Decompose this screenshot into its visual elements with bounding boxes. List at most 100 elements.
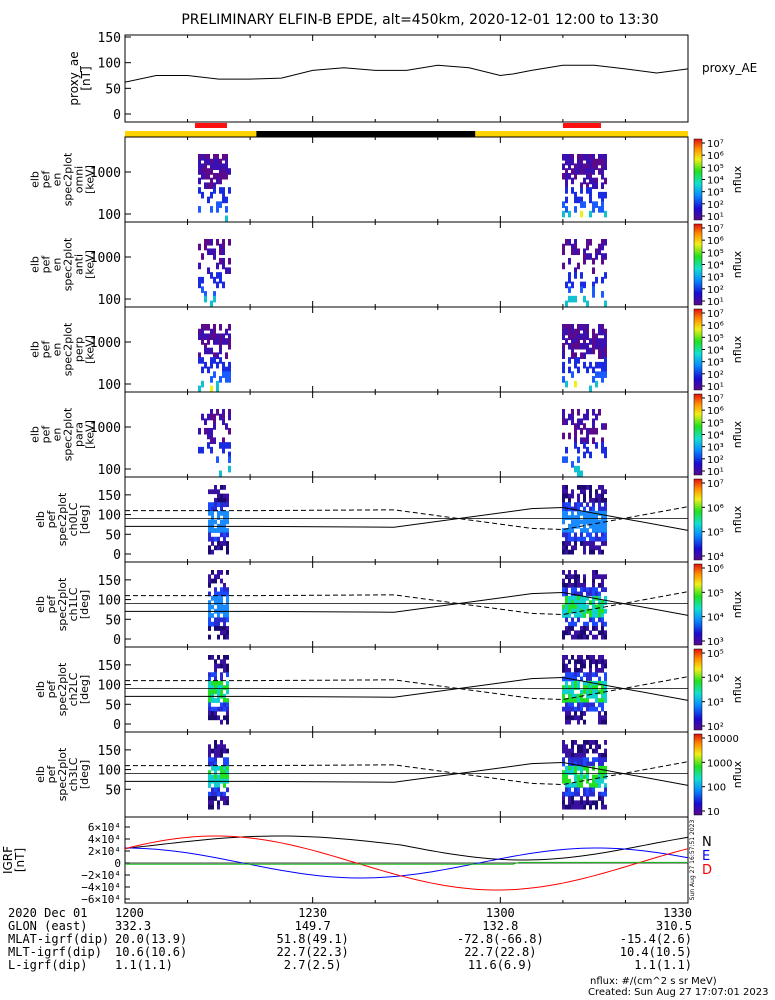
pitch-panel-1-burst-b-cell [583, 519, 586, 525]
pitch-panel-3-burst-b-cell [571, 685, 574, 690]
spec-panel-3-burst-b-cell [565, 338, 568, 345]
spec-panel-3-burst-a-cell [219, 324, 222, 331]
pitch-panel-2-burst-a-cell [226, 604, 229, 610]
pitch-panel-2-burst-b-cell [568, 630, 571, 636]
pitch-panel-4-burst-b-cell [598, 783, 601, 788]
pitch-panel-1-burst-b-cell [562, 489, 565, 495]
pitch-panel-3-burst-a-cell [220, 719, 223, 725]
pitch-panel-4-burst-b-cell [577, 791, 580, 797]
science-zone-marker [195, 123, 227, 128]
spec-panel-3-burst-b-cell [586, 342, 589, 350]
pitch-panel-1-burst-a-cell [226, 493, 229, 499]
spec-panel-2-burst-b-cell [601, 276, 604, 284]
igrf-ytick-label: −2×10⁴ [81, 869, 121, 882]
pitch-panel-1-burst-b-cell [595, 536, 598, 542]
spec-panel-2-burst-b-cell [568, 295, 571, 303]
spec-panel-3-burst-b-cell [604, 338, 607, 345]
pitch-panel-4-burst-b-cell [571, 783, 574, 788]
pitch-panel-1-burst-b-cell [583, 506, 586, 512]
pitch-panel-3-burst-b-cell [565, 711, 568, 716]
pitch-panel-4-burst-b-cell [589, 787, 592, 793]
spec-panel-1-burst-b-cell [580, 187, 583, 194]
spec-panel-2-burst-a-cell [228, 239, 231, 246]
spec-panel-4-burst-b-cell [565, 418, 568, 426]
pitch-panel-3-burst-a-cell [220, 706, 223, 712]
spec-panel-1-burst-a-cell [201, 163, 204, 171]
spec-panel-1-burst-b-cell [583, 201, 586, 208]
spec-panel-3-burst-b-cell [577, 342, 580, 350]
spec-panel-1-burst-b-cell [562, 172, 565, 180]
pitch-panel-2-burst-a-cell [223, 587, 226, 593]
spec-panel-3-burst-a-cell [228, 376, 231, 383]
pitch-panel-2-burst-b-cell [601, 604, 604, 610]
pitch-panel-4-burst-a-cell [211, 804, 214, 810]
pitch-panel-1-burst-b-cell [583, 485, 586, 490]
pitch-panel-4-burst-b-cell [574, 761, 577, 767]
spec-panel-1-burst-b-cell [583, 154, 586, 161]
pitch-panel-4-burst-b-cell [592, 791, 595, 797]
spec-panel-2-burst-b-cell [562, 262, 565, 270]
igrf-side-note-text: Sun Aug 27 16:57:51 2023 [689, 820, 696, 901]
spec-panel-2-burst-b-cell [601, 243, 604, 251]
pitch-panel-1-colorbar-zlabel-text: nflux [731, 505, 744, 533]
spec-panel-2-burst-b-cell [604, 300, 607, 308]
proxy-ae-legend: proxy_AE [702, 61, 757, 75]
pitch-panel-3-burst-a-cell [223, 655, 226, 660]
spec-panel-4-burst-b-cell [568, 432, 571, 440]
pitch-panel-1-burst-a-cell [208, 510, 211, 516]
proxy-ae-ytick-label: 100 [98, 57, 121, 72]
spec-panel-2-burst-a-cell [225, 267, 228, 274]
spec-panel-3-burst-b-cell [598, 328, 601, 336]
spec-panel-3-burst-a-cell [219, 347, 222, 355]
pitch-panel-1-burst-b-cell [592, 519, 595, 525]
pitch-panel-3-burst-b-cell [595, 693, 598, 699]
pitch-panel-1-burst-b-cell [604, 506, 607, 512]
pitch-panel-1-loss-cone-line [125, 506, 689, 531]
pitch-panel-3-burst-b-cell [580, 676, 583, 682]
spec-panel-1-colorbar-tick-label: 10⁷ [707, 139, 724, 150]
pitch-panel-4-burst-b-cell [601, 804, 604, 810]
pitch-panel-2-burst-a-cell [226, 587, 229, 593]
pitch-panel-2-burst-b-cell [601, 574, 604, 580]
spec-panel-1-burst-b-cell [592, 206, 595, 213]
pitch-panel-2-burst-a-cell [223, 604, 226, 610]
spec-panel-2-colorbar-zlabel-text: nflux [731, 250, 744, 278]
pitch-panel-4-burst-b-cell [562, 791, 565, 797]
pitch-panel-2-burst-b-cell [571, 626, 574, 631]
spec-panel-4-burst-b-cell [562, 456, 565, 463]
spec-panel-4-colorbar-tick-label: 10⁶ [707, 406, 724, 417]
pitch-panel-3-colorbar-tick-label: 10⁵ [707, 649, 724, 660]
spec-panel-1-burst-b-cell [604, 177, 607, 185]
pitch-panel-4-burst-b-cell [577, 761, 580, 767]
pitch-panel-3-burst-a-cell [214, 711, 217, 716]
pitch-panel-2-burst-a-cell [217, 626, 220, 631]
spec-panel-1-burst-b-cell [565, 196, 568, 204]
spec-panel-4-burst-b-cell [592, 418, 595, 426]
pitch-panel-1-burst-b-cell [565, 532, 568, 538]
pitch-panel-2-burst-b-cell [586, 608, 589, 614]
pitch-panel-2-colorbar-tick-label: 10⁴ [707, 613, 724, 624]
spec-panel-3-burst-b-cell [595, 342, 598, 350]
pitch-panel-2-ylabel-line: [deg] [78, 590, 91, 619]
spec-panel-3-burst-a-cell [219, 338, 222, 345]
spec-panel-3-burst-a-cell [222, 361, 225, 369]
pitch-panel-1-burst-a-cell [211, 541, 214, 546]
pitch-panel-1-burst-b-cell [586, 528, 589, 533]
spec-panel-2-burst-a-cell [201, 253, 204, 260]
spec-panel-4-burst-a-cell [228, 427, 231, 435]
spec-panel-4-burst-a-cell [213, 418, 216, 426]
pitch-panel-3-burst-b-cell [604, 685, 607, 690]
pitch-panel-4-ytick-label: 100 [98, 764, 121, 779]
spec-panel-1-burst-a-cell [198, 168, 201, 175]
spec-panel-1-burst-a-cell [198, 206, 201, 213]
spec-panel-3-burst-b-cell [592, 342, 595, 350]
pitch-panel-3-burst-a-cell [214, 667, 217, 673]
x-row-value: 10.6(10.6) [115, 945, 187, 959]
spec-panel-3-burst-b-cell [565, 328, 568, 336]
pitch-panel-4-burst-b-cell [568, 778, 571, 784]
spec-panel-1-burst-a-cell [201, 168, 204, 175]
pitch-panel-4-burst-b-cell [586, 791, 589, 797]
pitch-panel-3-burst-b-cell [592, 672, 595, 678]
igrf-ytick-label: 6×10⁴ [88, 821, 121, 834]
